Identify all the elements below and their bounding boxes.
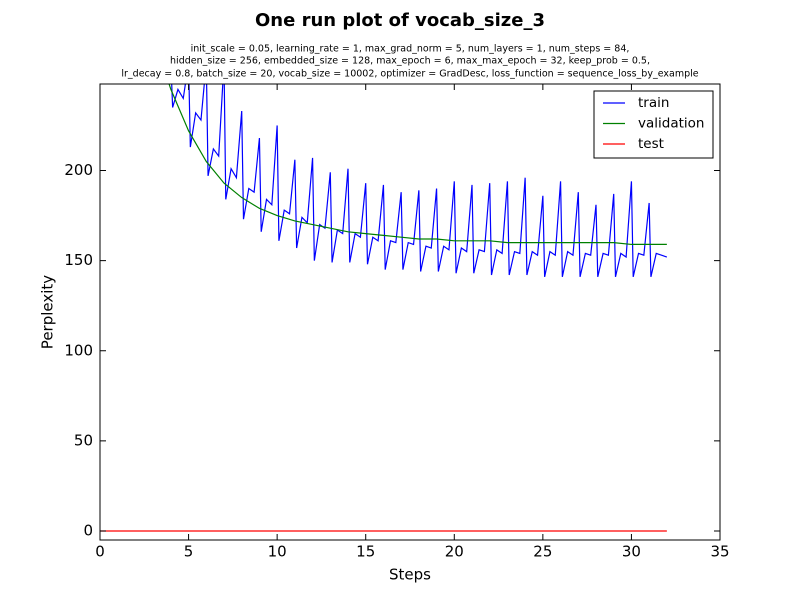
x-tick-label: 5 bbox=[184, 543, 194, 561]
legend-label: validation bbox=[638, 116, 704, 132]
y-tick-label: 50 bbox=[74, 431, 93, 449]
legend-label: train bbox=[638, 95, 669, 111]
y-tick-label: 0 bbox=[83, 521, 93, 539]
series-line bbox=[168, 84, 667, 246]
series-line bbox=[171, 84, 668, 277]
plot-area bbox=[100, 84, 668, 532]
axes-frame bbox=[99, 83, 721, 541]
y-tick-label: 150 bbox=[64, 251, 93, 269]
legend-label: test bbox=[638, 136, 664, 152]
x-tick-label: 10 bbox=[268, 543, 287, 561]
y-tick-label: 200 bbox=[64, 161, 93, 179]
x-tick-label: 30 bbox=[622, 543, 641, 561]
y-tick-label: 100 bbox=[64, 341, 93, 359]
chart-subtitle: hidden_size = 256, embedded_size = 128, … bbox=[170, 56, 650, 67]
chart-subtitle: lr_decay = 0.8, batch_size = 20, vocab_s… bbox=[121, 69, 698, 80]
x-tick-label: 15 bbox=[356, 543, 375, 561]
x-tick-label: 25 bbox=[533, 543, 552, 561]
x-axis-label: Steps bbox=[389, 566, 431, 584]
y-axis-label: Perplexity bbox=[39, 275, 57, 349]
x-tick-label: 35 bbox=[710, 543, 729, 561]
x-tick-label: 20 bbox=[445, 543, 464, 561]
chart-subtitle: init_scale = 0.05, learning_rate = 1, ma… bbox=[191, 44, 630, 55]
chart-title: One run plot of vocab_size_3 bbox=[255, 10, 545, 31]
x-tick-label: 0 bbox=[95, 543, 105, 561]
legend-box bbox=[593, 90, 714, 159]
